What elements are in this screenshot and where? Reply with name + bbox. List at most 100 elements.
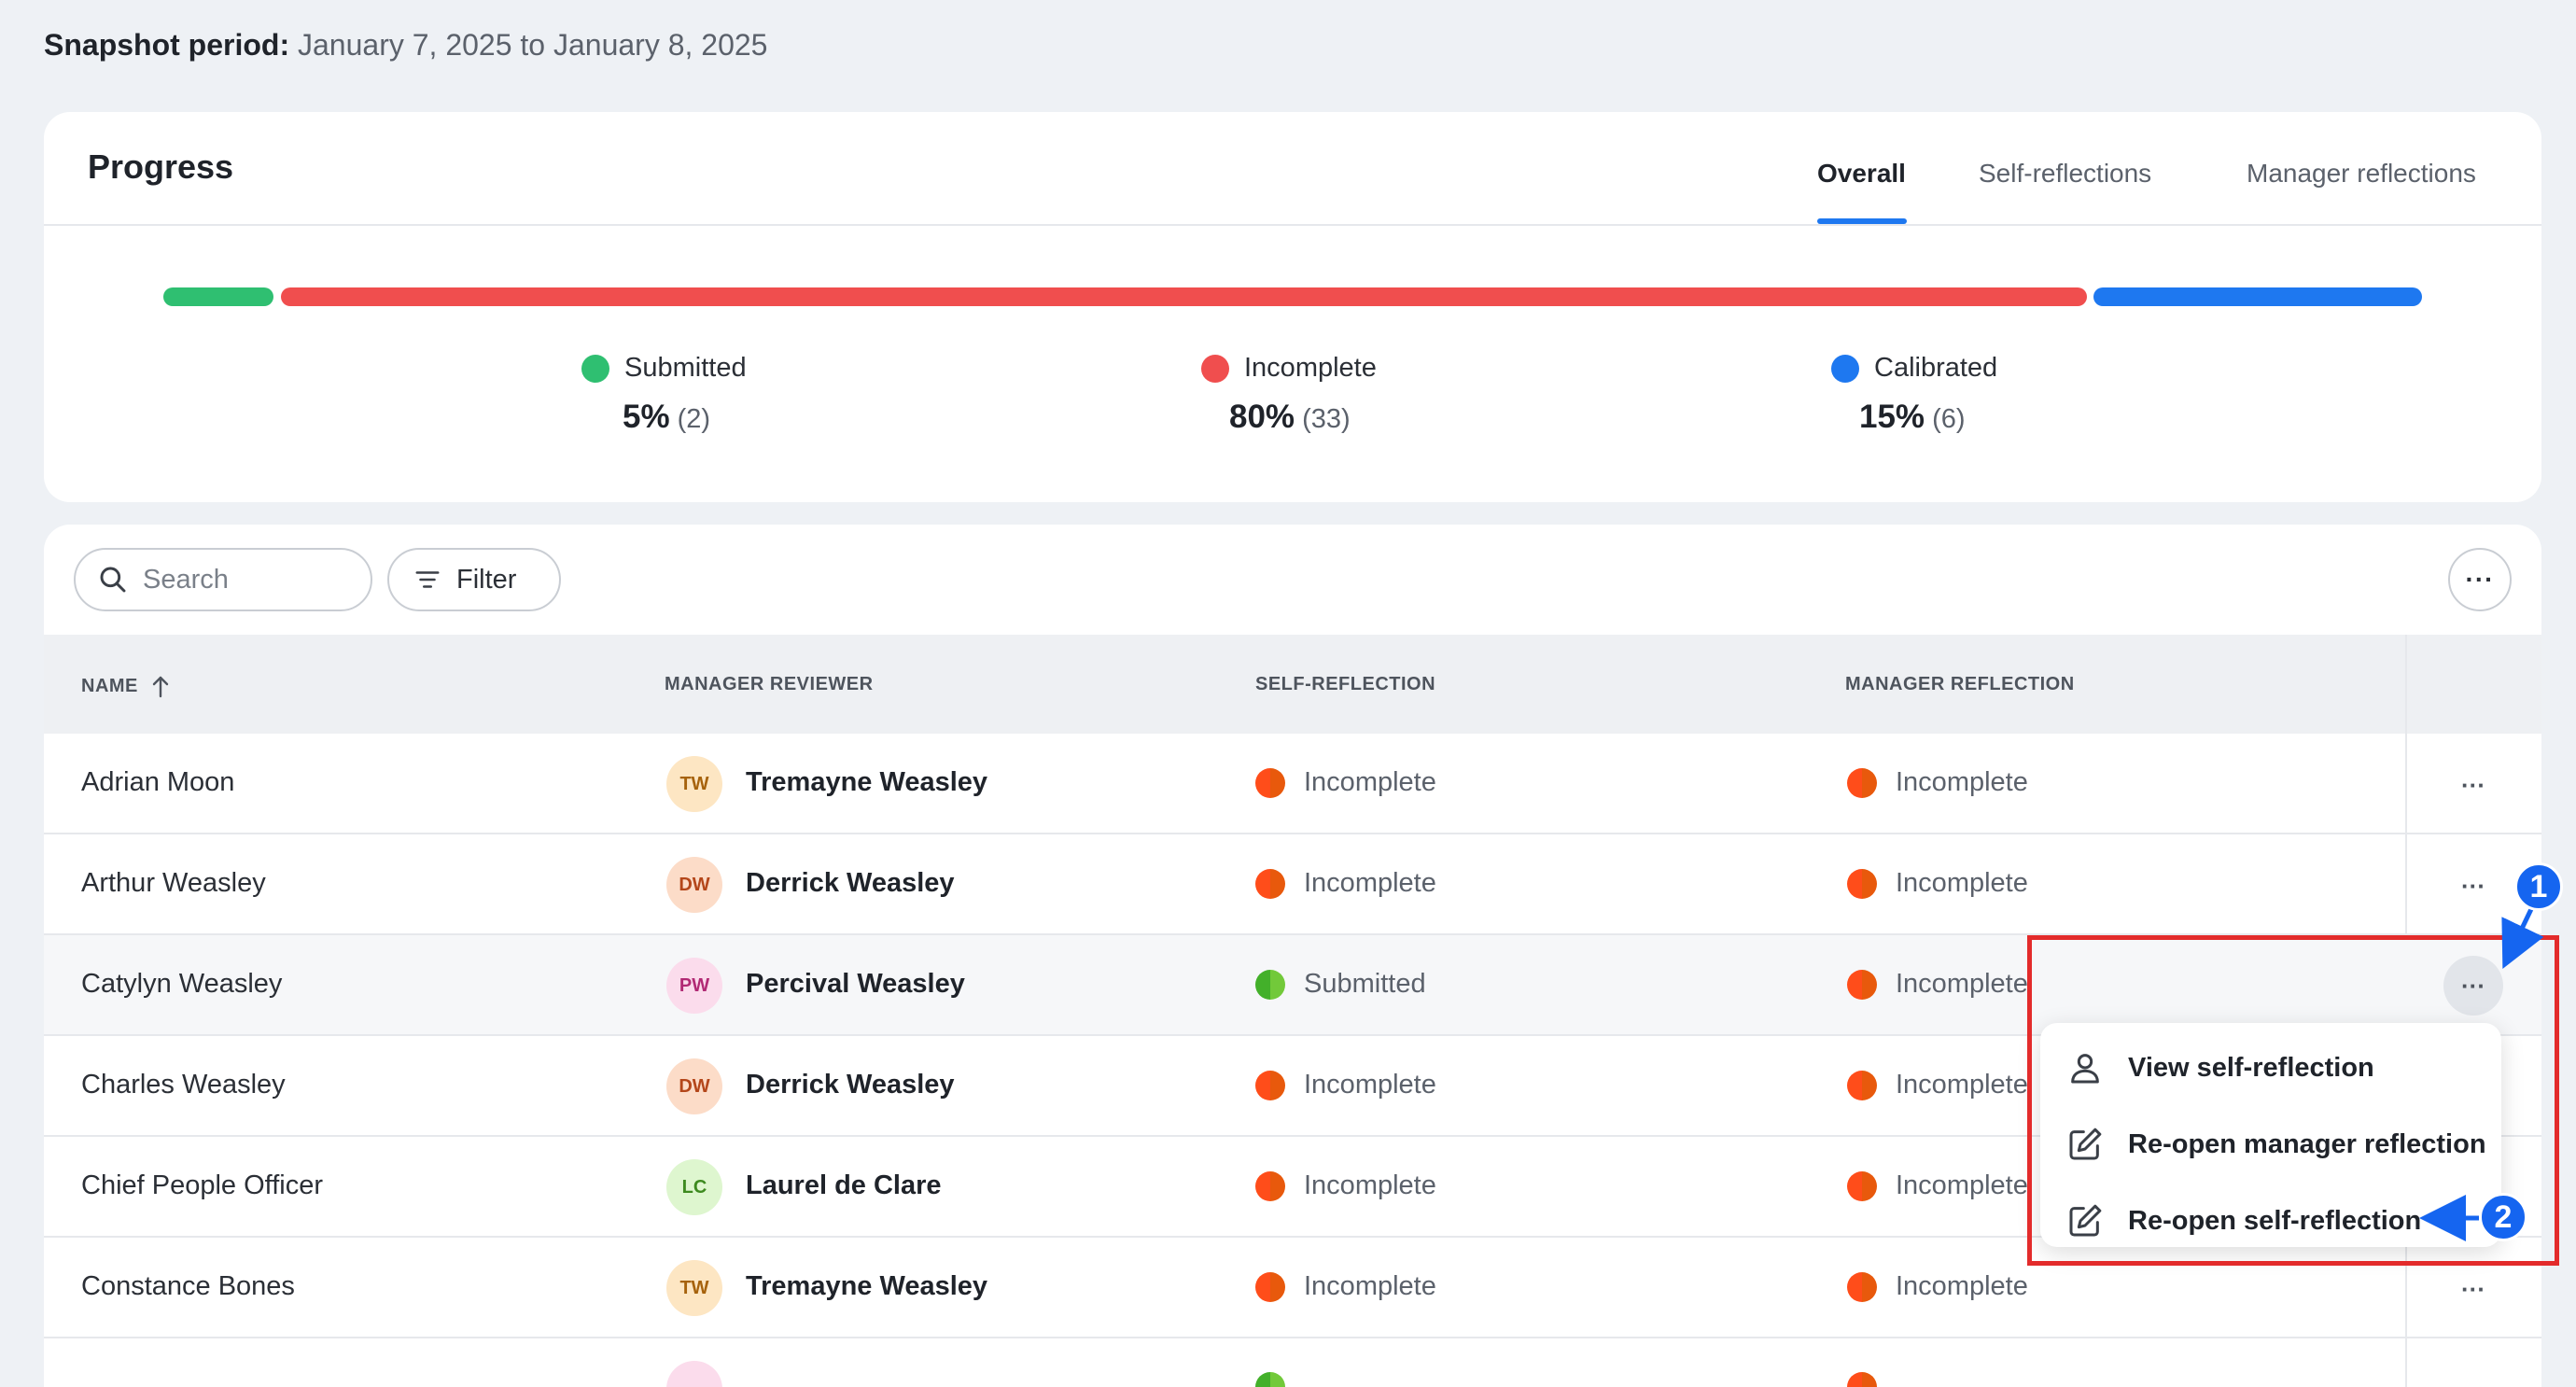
self-reflection-status: Incomplete xyxy=(1255,1070,1436,1100)
search-placeholder: Search xyxy=(143,564,229,595)
self-reflection-status: Submitted xyxy=(1255,969,1426,1000)
self-reflection-status: Incomplete xyxy=(1255,868,1436,899)
legend-percent: 15% xyxy=(1859,399,1925,435)
manager-reflection-status xyxy=(1847,1372,1896,1387)
annotation-arrow-1 xyxy=(2501,907,2544,970)
column-header-manager-reflection[interactable]: MANAGER REFLECTION xyxy=(1845,674,2075,694)
tab-active-indicator xyxy=(1817,218,1907,224)
incomplete-status-icon xyxy=(1255,1271,1285,1302)
table-row[interactable]: Catylyn Weasley PW Percival Weasley Subm… xyxy=(44,935,2541,1036)
progress-bar-submitted xyxy=(163,287,273,306)
legend-submitted: Submitted 5% (2) xyxy=(581,353,747,436)
menu-item-reopen-manager-reflection[interactable]: Re-open manager reflection xyxy=(2066,1126,2486,1163)
legend-calibrated: Calibrated 15% (6) xyxy=(1831,353,1997,436)
employee-name: Constance Bones xyxy=(81,1271,295,1301)
legend-label: Incomplete xyxy=(1244,353,1377,383)
employee-name: Adrian Moon xyxy=(81,767,235,797)
progress-card: Progress Overall Self-reflections Manage… xyxy=(44,112,2541,502)
incomplete-status-icon xyxy=(1847,1271,1877,1302)
self-reflection-status: Incomplete xyxy=(1255,767,1436,798)
legend-label: Calibrated xyxy=(1874,353,1998,383)
legend-count: (2) xyxy=(677,404,711,434)
sort-ascending-icon xyxy=(152,676,169,698)
manager-reflection-status: Incomplete xyxy=(1847,969,2028,1000)
table-row[interactable]: Charles Weasley DW Derrick Weasley Incom… xyxy=(44,1036,2541,1137)
employee-name: Catylyn Weasley xyxy=(81,969,283,999)
table-row[interactable]: Adrian Moon TW Tremayne Weasley Incomple… xyxy=(44,734,2541,834)
avatar: TW xyxy=(666,756,722,812)
manager-name: Tremayne Weasley xyxy=(746,1271,988,1301)
manager-reflection-status: Incomplete xyxy=(1847,767,2028,798)
table-row[interactable]: Constance Bones TW Tremayne Weasley Inco… xyxy=(44,1238,2541,1338)
column-header-name[interactable]: NAME xyxy=(81,674,172,698)
search-icon xyxy=(100,567,126,593)
person-icon xyxy=(2071,1054,2099,1084)
avatar: DW xyxy=(666,857,722,913)
edit-icon xyxy=(2069,1204,2102,1237)
filter-button[interactable]: Filter xyxy=(387,548,561,611)
snapshot-value: January 7, 2025 to January 8, 2025 xyxy=(298,28,768,62)
table-row[interactable]: Arthur Weasley DW Derrick Weasley Incomp… xyxy=(44,834,2541,935)
filter-icon xyxy=(415,571,440,588)
row-more-options-button[interactable]: ··· xyxy=(2443,956,2503,1016)
calibrated-dot-icon xyxy=(1831,354,1859,383)
incomplete-status-icon xyxy=(1847,1170,1877,1201)
incomplete-status-icon xyxy=(1847,1070,1877,1100)
submitted-dot-icon xyxy=(581,354,609,383)
tab-self-reflections[interactable]: Self-reflections xyxy=(1979,159,2152,188)
legend-label: Submitted xyxy=(624,353,747,383)
self-reflection-status: Incomplete xyxy=(1255,1170,1436,1201)
column-header-manager[interactable]: MANAGER REVIEWER xyxy=(665,674,874,694)
avatar: LC xyxy=(666,1159,722,1215)
table-row[interactable]: Chief People Officer LC Laurel de Clare … xyxy=(44,1137,2541,1238)
legend-percent: 80% xyxy=(1229,399,1295,435)
legend-percent: 5% xyxy=(623,399,670,435)
row-more-options-button[interactable]: ··· xyxy=(2461,770,2485,799)
snapshot-label: Snapshot period: xyxy=(44,28,290,62)
progress-bar-incomplete xyxy=(281,287,2087,306)
incomplete-status-icon xyxy=(1847,767,1877,798)
filter-label: Filter xyxy=(456,564,517,595)
legend-count: (6) xyxy=(1932,404,1966,434)
table-header: NAME MANAGER REVIEWER SELF-REFLECTION MA… xyxy=(44,635,2541,734)
incomplete-status-icon xyxy=(1255,868,1285,899)
manager-name: Derrick Weasley xyxy=(746,868,955,898)
row-more-options-button[interactable]: ··· xyxy=(2461,1274,2485,1303)
incomplete-dot-icon xyxy=(1201,354,1229,383)
self-reflection-status xyxy=(1255,1372,1304,1387)
manager-name: Laurel de Clare xyxy=(746,1170,942,1200)
edit-icon xyxy=(2069,1128,2102,1160)
table-row-partial[interactable] xyxy=(44,1338,2541,1387)
manager-reflection-status: Incomplete xyxy=(1847,1070,2028,1100)
table-more-options-button[interactable]: ··· xyxy=(2448,548,2512,611)
incomplete-status-icon xyxy=(1847,868,1877,899)
incomplete-status-icon xyxy=(1255,1070,1285,1100)
tab-manager-reflections[interactable]: Manager reflections xyxy=(2247,159,2476,188)
legend-count: (33) xyxy=(1302,404,1351,434)
incomplete-status-icon xyxy=(1847,1372,1877,1387)
progress-bar-calibrated xyxy=(2093,287,2422,306)
menu-item-reopen-self-reflection[interactable]: Re-open self-reflection xyxy=(2066,1202,2421,1240)
progress-header: Progress Overall Self-reflections Manage… xyxy=(44,112,2541,226)
avatar: TW xyxy=(666,1260,722,1316)
incomplete-status-icon xyxy=(1255,767,1285,798)
employee-name: Chief People Officer xyxy=(81,1170,323,1200)
manager-reflection-status: Incomplete xyxy=(1847,868,2028,899)
incomplete-status-icon xyxy=(1255,1170,1285,1201)
employee-name: Arthur Weasley xyxy=(81,868,266,898)
avatar: DW xyxy=(666,1058,722,1114)
manager-name: Percival Weasley xyxy=(746,969,965,999)
tab-overall[interactable]: Overall xyxy=(1817,159,1906,188)
search-input[interactable]: Search xyxy=(74,548,372,611)
manager-name: Derrick Weasley xyxy=(746,1070,955,1100)
employee-name: Charles Weasley xyxy=(81,1070,286,1100)
menu-item-view-self-reflection[interactable]: View self-reflection xyxy=(2066,1049,2374,1086)
manager-reflection-status: Incomplete xyxy=(1847,1271,2028,1302)
annotation-badge-2: 2 xyxy=(2479,1193,2527,1241)
submitted-status-icon xyxy=(1255,969,1285,1000)
snapshot-period: Snapshot period: January 7, 2025 to Janu… xyxy=(44,28,767,63)
column-header-self-reflection[interactable]: SELF-REFLECTION xyxy=(1255,674,1436,694)
manager-reflection-status: Incomplete xyxy=(1847,1170,2028,1201)
row-more-options-button[interactable]: ··· xyxy=(2461,871,2485,900)
